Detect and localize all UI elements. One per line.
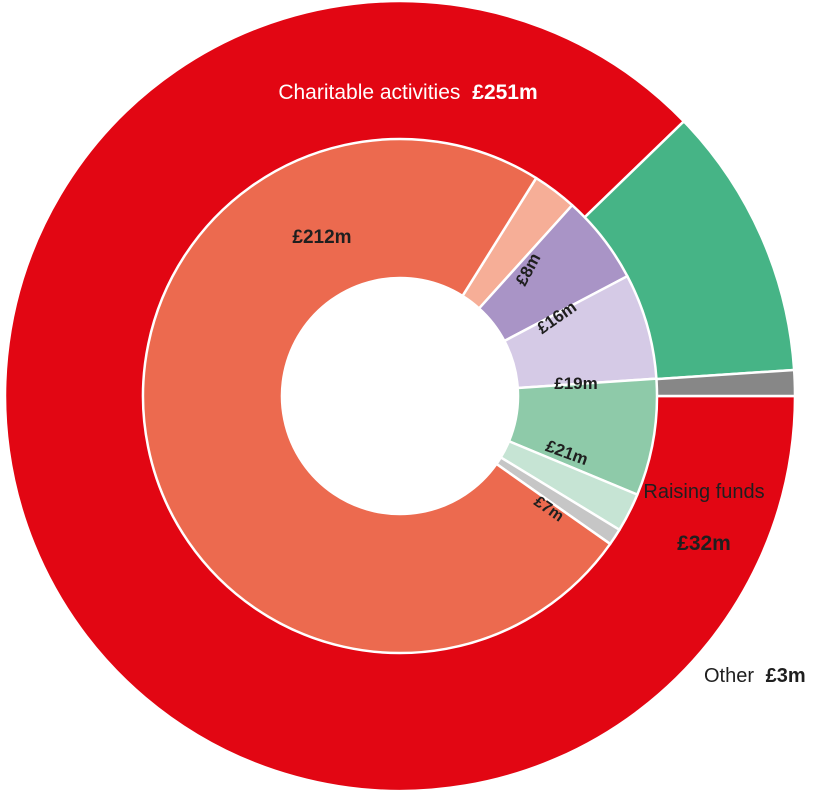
label-charitable-activities: Charitable activities £251m xyxy=(278,81,537,104)
donut-hole xyxy=(282,278,518,514)
label-inner-212m: £212m xyxy=(292,227,351,248)
label-inner-19m: £19m xyxy=(554,374,597,393)
label-other: Other £3m xyxy=(704,665,806,687)
inner-ring xyxy=(141,137,659,655)
label-raising-funds-value: £32m xyxy=(677,532,731,555)
label-charitable-activities-name: Charitable activities xyxy=(278,81,460,104)
label-other-name: Other xyxy=(704,665,754,687)
label-other-value: £3m xyxy=(766,665,806,687)
label-charitable-activities-value: £251m xyxy=(472,81,537,104)
label-raising-funds-name: Raising funds xyxy=(643,481,764,503)
